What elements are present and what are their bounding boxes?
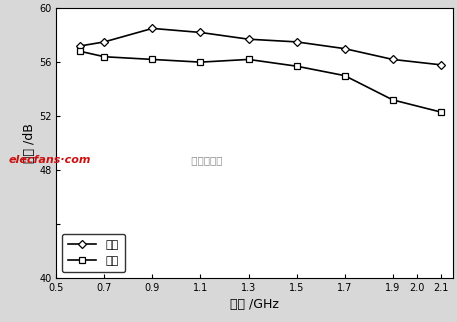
Y-axis label: 增益 /dB: 增益 /dB [23, 123, 36, 163]
Line: 测试: 测试 [77, 48, 444, 115]
测试 [198, 60, 203, 64]
测试 [149, 58, 155, 62]
X-axis label: 频率 /GHz: 频率 /GHz [230, 298, 279, 311]
仿真 [101, 40, 107, 44]
仿真 [342, 47, 347, 51]
仿真 [149, 26, 155, 30]
仿真 [390, 58, 395, 62]
测试 [101, 55, 107, 59]
测试 [246, 58, 251, 62]
测试 [78, 49, 83, 53]
仿真 [78, 44, 83, 48]
Legend: 仿真, 测试: 仿真, 测试 [62, 233, 125, 272]
仿真 [294, 40, 299, 44]
仿真 [246, 37, 251, 41]
测试 [294, 64, 299, 68]
测试 [342, 74, 347, 78]
仿真 [438, 63, 444, 67]
仿真 [198, 31, 203, 34]
测试 [390, 98, 395, 102]
测试 [438, 110, 444, 114]
Line: 仿真: 仿真 [78, 26, 444, 68]
Text: 电子发烧友: 电子发烧友 [188, 155, 223, 165]
Text: elecfans·com: elecfans·com [8, 155, 90, 165]
